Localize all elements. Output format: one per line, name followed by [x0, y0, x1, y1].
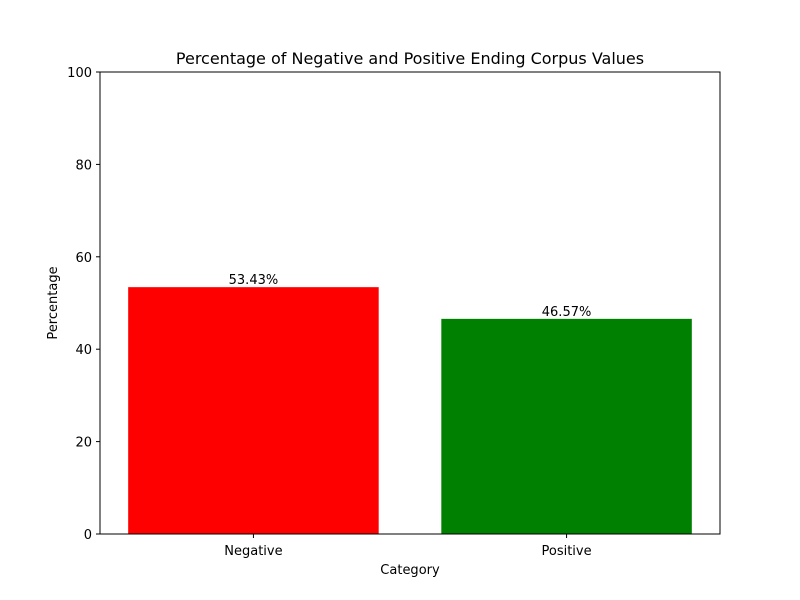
- y-tick-label-0: 0: [84, 528, 92, 543]
- y-axis-ticks: 0 20 40 60 80 100: [67, 66, 100, 543]
- y-axis-label: Percentage: [46, 266, 61, 339]
- data-label-negative: 53.43%: [229, 273, 279, 288]
- y-tick-label-40: 40: [75, 343, 92, 358]
- bar-positive: [441, 318, 692, 534]
- data-label-positive: 46.57%: [542, 305, 592, 320]
- x-tick-label-negative: Negative: [224, 544, 282, 559]
- plot-frame: [99, 71, 721, 535]
- x-axis-label: Category: [380, 563, 440, 578]
- y-tick-label-80: 80: [75, 158, 92, 173]
- bar-negative: [128, 287, 379, 534]
- x-axis-ticks: Negative Positive: [224, 534, 592, 559]
- chart-title: Percentage of Negative and Positive Endi…: [176, 49, 644, 68]
- bars-group: [128, 287, 692, 534]
- x-tick-label-positive: Positive: [542, 544, 592, 559]
- y-tick-label-100: 100: [67, 66, 92, 81]
- data-labels-group: 53.43% 46.57%: [229, 273, 592, 320]
- y-tick-label-20: 20: [75, 436, 92, 451]
- y-tick-label-60: 60: [75, 251, 92, 266]
